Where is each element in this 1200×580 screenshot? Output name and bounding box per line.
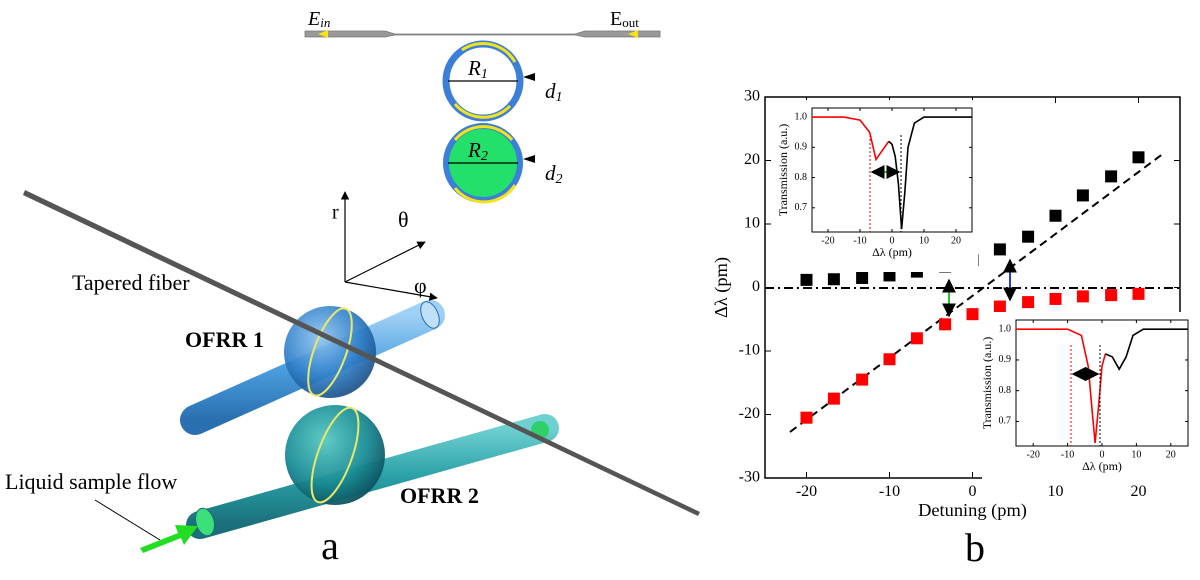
chart-guides [765,152,1180,433]
label-r1: R1 [467,56,488,82]
liquid-flow-label: Liquid sample flow [5,469,177,494]
marker [827,392,840,405]
curve [1105,328,1188,371]
marker [800,273,813,286]
x-tick-label: 10 [919,235,929,246]
y-tick-label: 0.7 [795,202,808,213]
inset-chart: -20 -10 0 10 20 0.7 0.8 0.9 1.0 Δλ (pm) Transmissi… [980,312,1194,484]
marker [883,269,896,282]
label-ein: Ein [307,8,330,30]
y-axis-label: Transmission (a.u.) [776,124,790,217]
tapered-fiber-label: Tapered fiber [72,270,190,295]
label-eout: Eout [610,8,639,30]
y-tick-label: 0 [752,278,760,295]
marker [1022,296,1035,309]
marker [1076,189,1089,202]
y-axis-label: Δλ (pm) [711,257,732,318]
x-tick-label: -20 [821,235,834,246]
x-tick-label: -10 [853,235,866,246]
marker [1022,230,1035,243]
panel-label: b [965,525,985,570]
ring-schematic: Ein Eout R1 d1 R2 d2 [304,8,661,204]
marker [1049,292,1062,305]
y-tick-label: 1.0 [999,324,1012,335]
marker [827,273,840,286]
y-tick-label: 0.9 [999,354,1012,365]
axis-r: r [332,202,339,224]
x-tick-label: 20 [1131,483,1147,500]
x-tick-label: 10 [1131,449,1141,460]
x-axis-label: Δλ (pm) [1082,459,1122,473]
ofrr-3d: r θ φ Tapered fiber OFRR 1 OFRR 2 Liquid… [5,190,985,570]
y-tick-label: -20 [739,405,760,422]
marker [1049,209,1062,222]
x-tick-label: 0 [969,483,977,500]
marker [966,308,979,321]
marker [939,318,952,331]
axis-phi: φ [414,273,427,298]
marker [993,300,1006,313]
marker [1132,287,1145,300]
x-tick-label: 20 [1166,449,1176,460]
ofrr2-label: OFRR 2 [400,483,479,508]
inset-chart: -20 -10 0 10 20 0.7 0.8 0.9 1.0 Δλ (pm) Transmissi… [776,100,978,272]
x-tick-label: 0 [890,235,895,246]
y-axis-label: Transmission (a.u.) [980,337,994,430]
panel-label: a [321,523,339,568]
y-tick-label: 0.9 [795,142,808,153]
curve [1016,328,1107,443]
marker [1105,170,1118,183]
x-tick-label: 0 [1100,449,1105,460]
y-tick-label: 20 [744,151,760,168]
curve [812,116,890,162]
marker [1105,289,1118,302]
y-tick-label: -10 [739,342,760,359]
y-tick-label: 0.7 [999,416,1012,427]
ofrr1-label: OFRR 1 [185,327,264,352]
label-d2: d2 [545,161,563,187]
x-tick-label: -20 [1027,449,1040,460]
marker [800,411,813,424]
x-tick-label: 10 [1048,483,1064,500]
label-r2: R2 [467,138,488,164]
x-tick-label: 20 [951,235,961,246]
main-chart: -20 -10 0 10 20 -30 -20 -10 0 10 20 30 Detuning (pm)… [711,88,1181,521]
x-tick-label: -10 [1061,449,1074,460]
marker [993,243,1006,256]
y-tick-label: 10 [744,215,760,232]
y-tick-label: -30 [739,469,760,486]
x-axis-label: Detuning (pm) [918,500,1027,521]
x-tick-label: -10 [879,483,900,500]
marker [910,332,923,345]
marker [856,271,869,284]
x-axis-label: Δλ (pm) [872,245,912,259]
inset-background [778,100,978,272]
y-tick-label: 30 [744,88,760,105]
y-tick-label: 0.8 [795,172,808,183]
x-tick-label: -20 [796,483,817,500]
marker [856,373,869,386]
curve [888,116,972,230]
inset-background [982,312,1194,484]
marker [883,353,896,366]
marker [1076,290,1089,303]
label-d1: d1 [545,79,563,105]
y-tick-label: 1.0 [795,111,808,122]
y-tick-label: 0.8 [999,385,1012,396]
axis-theta: θ [398,207,409,232]
marker [1132,151,1145,164]
